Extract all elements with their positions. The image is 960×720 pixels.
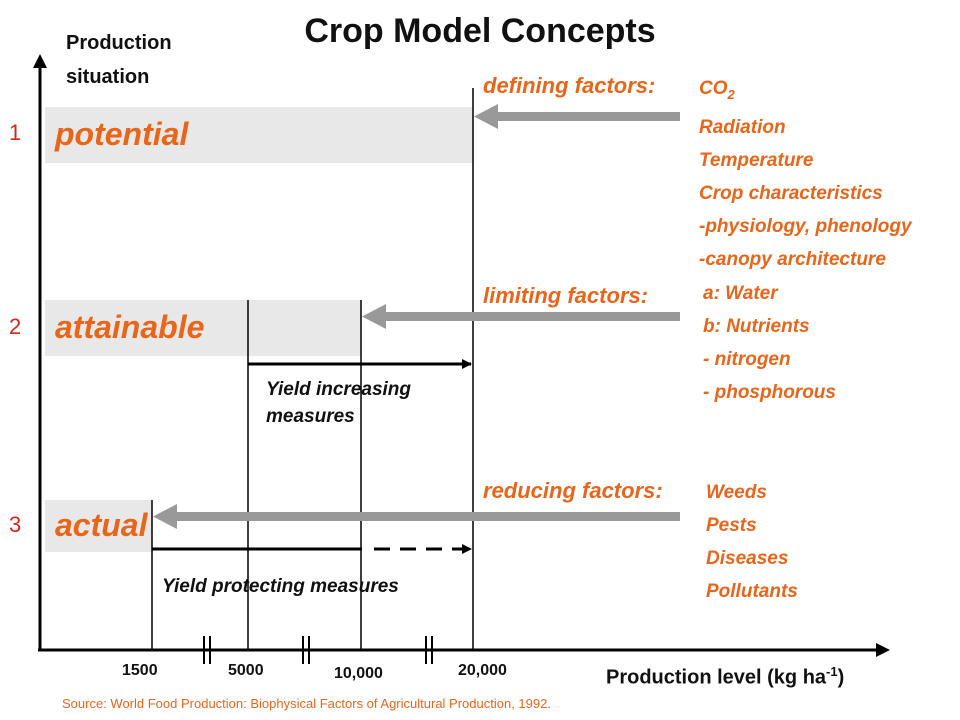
x-axis-arrowhead [876, 643, 890, 657]
y-axis-label-line1: Production [66, 32, 172, 54]
x-axis-label: Production level (kg ha-1) [606, 664, 845, 689]
y-axis-label-line2: situation [66, 66, 150, 88]
x-tick-10000: 10,000 [334, 665, 383, 682]
level-number-3: 3 [9, 512, 22, 537]
level-number-2: 2 [9, 314, 22, 339]
axis-break-2 [302, 636, 310, 664]
reducing-factors-list: Weeds Pests Diseases Pollutants [706, 476, 798, 608]
potential-band [45, 107, 473, 163]
limiting-factors-arrow [362, 304, 680, 329]
level-number-1: 1 [9, 120, 22, 145]
attainable-band [45, 300, 361, 356]
defining-factor-item: -canopy architecture [699, 248, 886, 270]
axis-break-3 [425, 636, 433, 664]
reducing-factors-arrow [153, 504, 680, 529]
reducing-factor-item: Pollutants [706, 581, 798, 602]
x-tick-5000: 5000 [228, 662, 264, 679]
actual-band [45, 500, 152, 552]
limiting-factor-item: b: Nutrients [703, 316, 810, 337]
reducing-factors-header: reducing factors: [483, 478, 663, 503]
yield-protecting-label: Yield protecting measures [162, 576, 399, 597]
defining-factor-item: Temperature [699, 149, 814, 171]
defining-factors-list: CO2 Radiation Temperature Crop character… [699, 72, 912, 276]
limiting-factor-item: - nitrogen [703, 349, 791, 370]
diagram-title: Crop Model Concepts [304, 12, 656, 50]
defining-factor-co2: CO2 [699, 78, 735, 102]
attainable-label: attainable [55, 309, 205, 345]
limiting-factor-item: a: Water [703, 283, 778, 304]
reducing-factor-item: Diseases [706, 548, 789, 569]
yield-increasing-label: Yield increasing measures [266, 379, 412, 427]
actual-label: actual [55, 507, 148, 543]
defining-factor-item: -physiology, phenology [699, 215, 912, 237]
source-citation: Source: World Food Production: Biophysic… [62, 696, 551, 711]
reducing-factor-item: Weeds [706, 482, 767, 503]
x-tick-1500: 1500 [122, 662, 158, 679]
reducing-factor-item: Pests [706, 515, 757, 536]
defining-factor-item: Crop characteristics [699, 182, 883, 204]
limiting-factors-list: a: Water b: Nutrients - nitrogen - phosp… [703, 277, 836, 409]
limiting-factor-item: - phosphorous [703, 382, 836, 403]
potential-label: potential [55, 116, 189, 152]
y-axis-arrowhead [33, 54, 47, 68]
defining-factor-item: Radiation [699, 116, 786, 138]
defining-factors-arrow [474, 104, 680, 129]
x-tick-20000: 20,000 [458, 662, 507, 679]
limiting-factors-header: limiting factors: [483, 283, 649, 308]
defining-factors-header: defining factors: [483, 73, 656, 98]
axis-break-1 [203, 636, 211, 664]
